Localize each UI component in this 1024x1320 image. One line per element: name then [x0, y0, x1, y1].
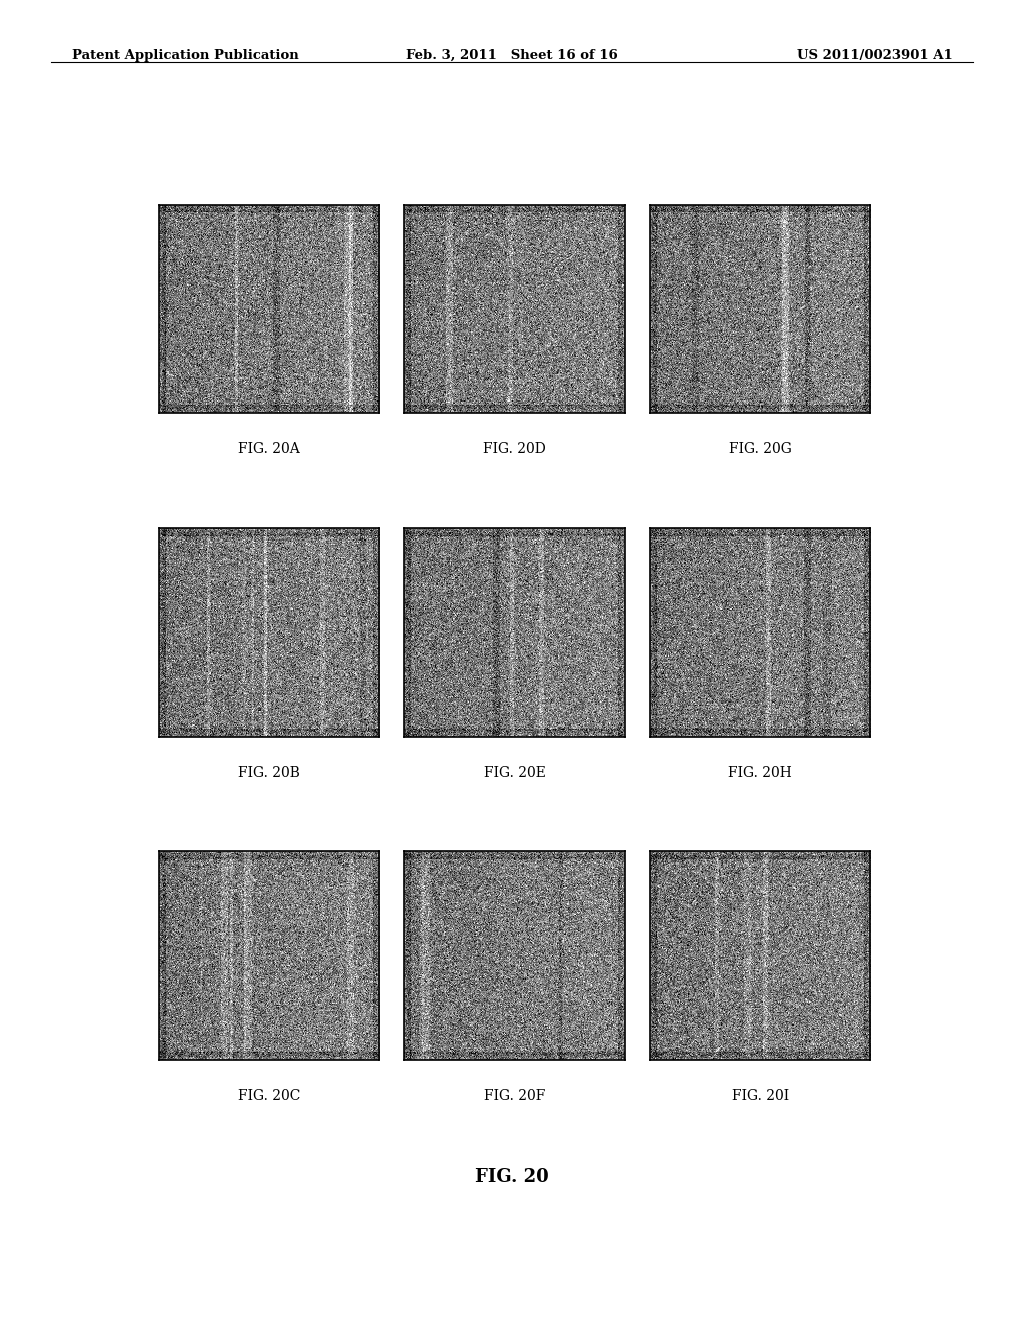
Text: FIG. 20B: FIG. 20B	[238, 766, 300, 780]
Text: Feb. 3, 2011   Sheet 16 of 16: Feb. 3, 2011 Sheet 16 of 16	[407, 49, 617, 62]
Text: FIG. 20I: FIG. 20I	[732, 1089, 788, 1104]
Text: FIG. 20E: FIG. 20E	[483, 766, 546, 780]
Text: FIG. 20G: FIG. 20G	[729, 442, 792, 457]
Text: US 2011/0023901 A1: US 2011/0023901 A1	[797, 49, 952, 62]
Text: FIG. 20F: FIG. 20F	[484, 1089, 545, 1104]
Text: FIG. 20C: FIG. 20C	[238, 1089, 300, 1104]
Text: FIG. 20H: FIG. 20H	[728, 766, 793, 780]
Text: Patent Application Publication: Patent Application Publication	[72, 49, 298, 62]
Text: FIG. 20: FIG. 20	[475, 1168, 549, 1187]
Text: FIG. 20A: FIG. 20A	[238, 442, 300, 457]
Text: FIG. 20D: FIG. 20D	[483, 442, 546, 457]
